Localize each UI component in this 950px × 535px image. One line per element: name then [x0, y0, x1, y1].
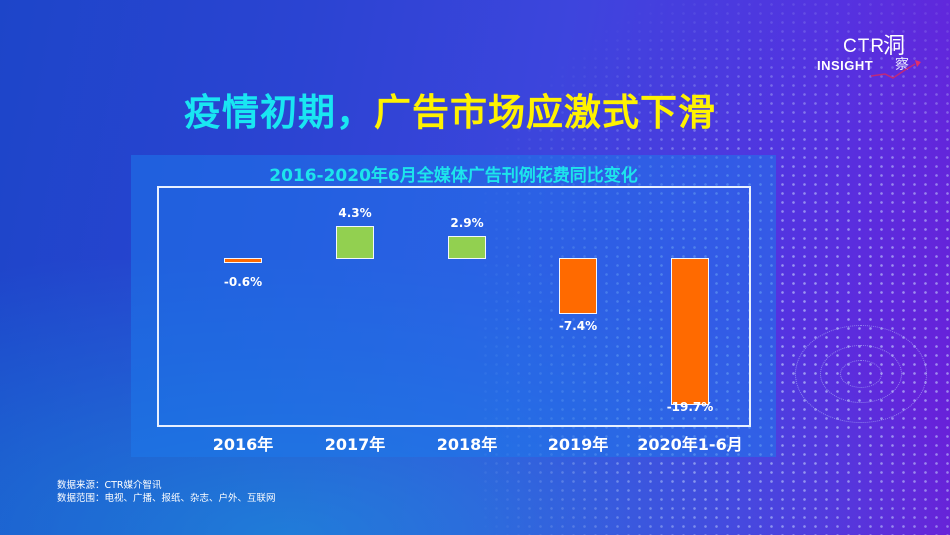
logo-cn-top: 洞: [883, 34, 906, 59]
bar-2017: [336, 226, 374, 259]
x-tick-2019: 2019年: [547, 435, 609, 454]
logo-sub: INSIGHT: [817, 58, 874, 73]
title-part-yellow: 广告市场应激式下滑: [374, 91, 716, 134]
value-label-2019: -7.4%: [558, 319, 598, 333]
bar-2018: [448, 236, 486, 259]
x-tick-2020-h1: 2020年1-6月: [637, 435, 743, 454]
trend-arrow-icon: [871, 60, 921, 79]
background-swirl: [795, 325, 927, 423]
value-label-2020-h1: -19.7%: [666, 400, 714, 414]
value-label-2017: 4.3%: [338, 206, 372, 220]
chart-title: 2016-2020年6月全媒体广告刊例花费同比变化: [269, 166, 638, 186]
chart-panel: [131, 155, 776, 457]
bar-2020-h1: [671, 258, 709, 405]
ctr-insight-logo: CTR INSIGHT 洞 察: [815, 28, 925, 79]
footer-notes: 数据来源：CTR媒介智讯 数据范围：电视、广播、报纸、杂志、户外、互联网: [57, 479, 276, 505]
title-part-cyan: 疫情初期，: [184, 91, 374, 134]
data-scope-note: 数据范围：电视、广播、报纸、杂志、户外、互联网: [57, 493, 276, 504]
value-label-2018: 2.9%: [450, 216, 484, 230]
data-source-note: 数据来源：CTR媒介智讯: [57, 480, 162, 491]
x-tick-2018: 2018年: [436, 435, 498, 454]
x-tick-2017: 2017年: [324, 435, 386, 454]
x-tick-2016: 2016年: [212, 435, 274, 454]
bar-2016: [224, 258, 262, 263]
page-title: 疫情初期，广告市场应激式下滑: [0, 82, 900, 136]
value-label-2016: -0.6%: [223, 275, 263, 289]
logo-brand: CTR: [843, 36, 886, 57]
chart-plot-frame: [157, 186, 751, 427]
bar-2019: [559, 258, 597, 314]
